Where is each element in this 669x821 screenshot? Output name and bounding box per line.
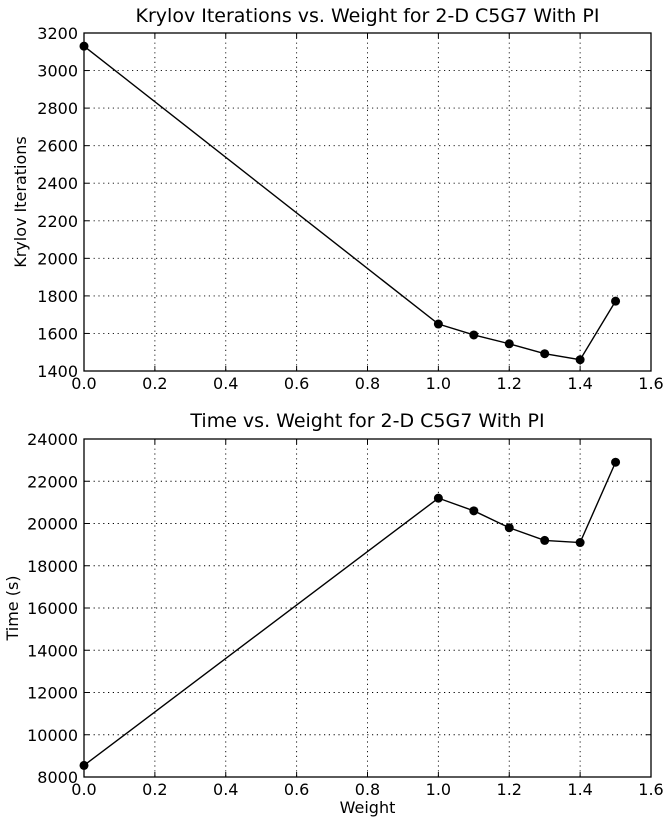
y-tick-label: 8000: [37, 768, 78, 787]
y-axis-label: Time (s): [3, 575, 22, 641]
series-line: [83, 45, 617, 361]
y-tick-label: 12000: [27, 684, 78, 703]
x-axis-label: Weight: [340, 798, 396, 817]
y-tick-label: 2600: [37, 137, 78, 156]
x-tick-label: 1.2: [497, 780, 522, 799]
x-tick-label: 1.6: [638, 780, 663, 799]
data-point: [575, 355, 585, 365]
x-tick-label: 1.4: [567, 374, 592, 393]
y-tick-label: 24000: [27, 430, 78, 449]
x-tick-label: 1.0: [426, 374, 451, 393]
data-point: [469, 506, 479, 516]
x-tick-label: 0.6: [284, 374, 309, 393]
y-tick-label: 18000: [27, 557, 78, 576]
data-point: [540, 349, 550, 359]
chart-panel-2: 0.0 0.2 0.4 0.6 0.8 1.0 1.2 1.4 1.6 8000 10000 1200…: [3, 410, 664, 817]
data-point: [433, 493, 443, 503]
x-tick-label: 1.0: [426, 780, 451, 799]
data-point: [540, 535, 550, 545]
x-tick-label: 0.4: [213, 780, 238, 799]
chart-title: Time vs. Weight for 2-D C5G7 With PI: [189, 410, 544, 432]
data-point: [611, 296, 621, 306]
data-point: [575, 538, 585, 548]
y-tick-label: 1800: [37, 287, 78, 306]
y-tick-label: 1600: [37, 324, 78, 343]
x-tick-label: 1.2: [497, 374, 522, 393]
y-axis-label: Krylov Iterations: [11, 136, 30, 268]
y-tick-label: 2200: [37, 212, 78, 231]
y-tick-label: 2400: [37, 174, 78, 193]
series-line: [83, 461, 617, 766]
chart-title: Krylov Iterations vs. Weight for 2-D C5G…: [136, 5, 600, 27]
y-tick-label: 20000: [27, 515, 78, 534]
plot-area-frame: [83, 32, 652, 372]
y-tick-label: 22000: [27, 472, 78, 491]
y-tick-label: 10000: [27, 726, 78, 745]
data-point: [504, 523, 514, 533]
data-point: [611, 457, 621, 467]
y-tick-label: 16000: [27, 599, 78, 618]
x-tick-label: 0.2: [142, 780, 167, 799]
x-tick-label: 0.2: [142, 374, 167, 393]
plot-area-frame: [83, 438, 652, 778]
x-tick-label: 0.0: [71, 780, 96, 799]
y-tick-label: 14000: [27, 641, 78, 660]
x-tick-label: 0.8: [355, 780, 380, 799]
x-tick-label: 0.0: [71, 374, 96, 393]
x-tick-label: 1.6: [638, 374, 663, 393]
y-tick-label: 2800: [37, 99, 78, 118]
chart-panel-1: 0.0 0.2 0.4 0.6 0.8 1.0 1.2 1.4 1.6 1400 1600 1800 2…: [11, 5, 664, 393]
y-tick-label: 3000: [37, 62, 78, 81]
x-tick-label: 1.4: [567, 780, 592, 799]
y-tick-label: 3200: [37, 24, 78, 43]
data-point: [504, 339, 514, 349]
x-tick-label: 0.4: [213, 374, 238, 393]
y-tick-label: 1400: [37, 362, 78, 381]
x-tick-label: 0.6: [284, 780, 309, 799]
data-point: [469, 330, 479, 340]
y-tick-label: 2000: [37, 249, 78, 268]
data-point: [433, 319, 443, 329]
x-tick-label: 0.8: [355, 374, 380, 393]
